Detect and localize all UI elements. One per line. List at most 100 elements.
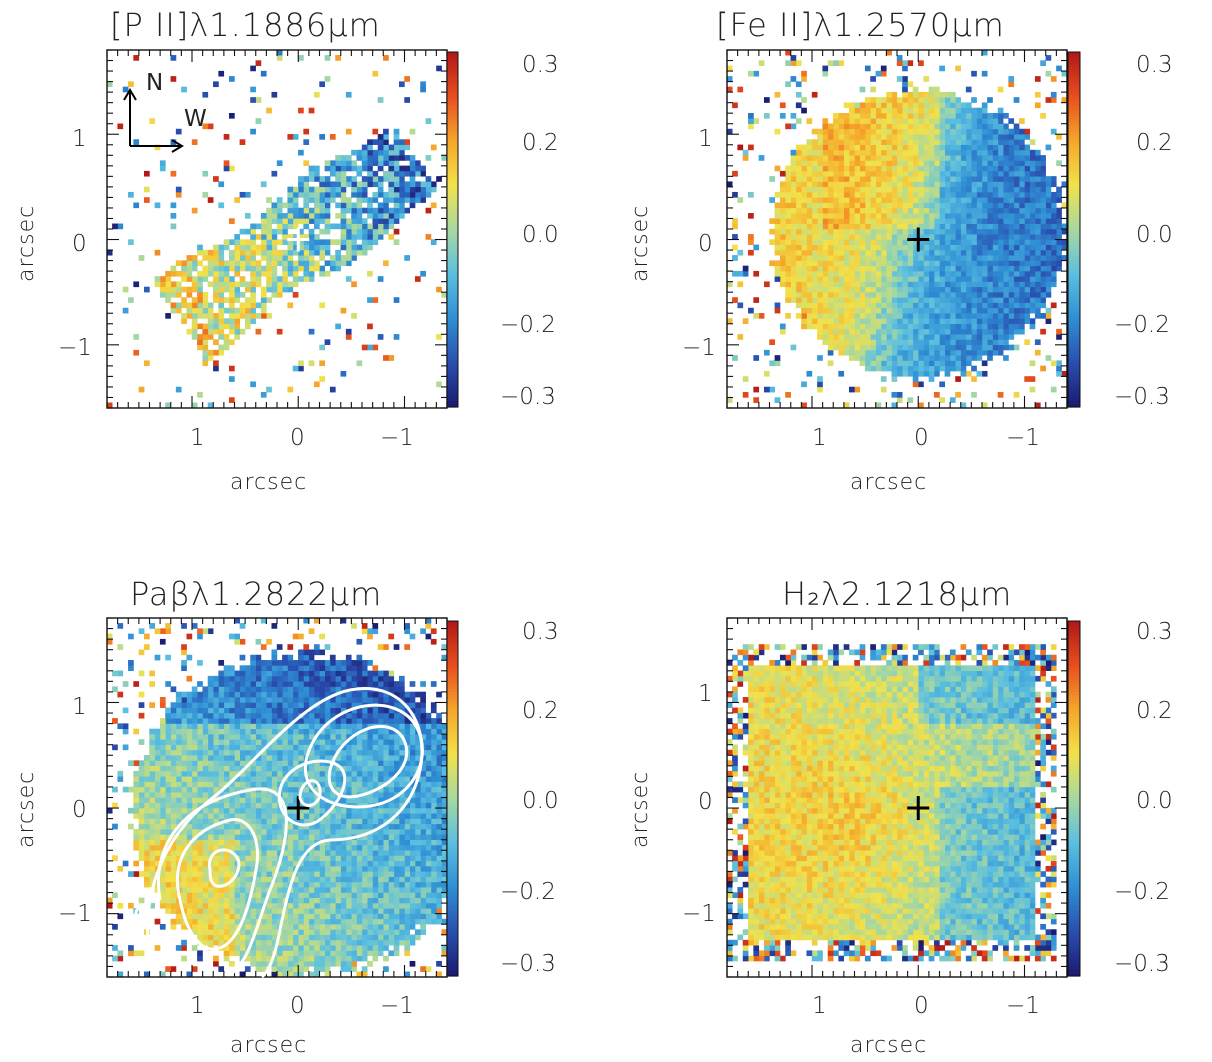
heatmap-cell (864, 160, 871, 167)
heatmap-cell (143, 971, 150, 978)
heatmap-cell (393, 128, 400, 135)
heatmap-cell (340, 860, 347, 867)
heatmap-cell (1029, 302, 1036, 309)
heatmap-cell (292, 850, 299, 856)
heatmap-cell (912, 318, 919, 324)
heatmap-cell (414, 181, 421, 188)
heatmap-cell (266, 276, 272, 282)
heatmap-cell (239, 260, 246, 267)
heatmap-cell (843, 228, 850, 235)
heatmap-cell (276, 966, 283, 972)
heatmap-cell (436, 850, 442, 856)
heatmap-cell (817, 291, 823, 298)
heatmap-cell (918, 128, 924, 135)
heatmap-cell (207, 281, 214, 288)
heatmap-cell (298, 365, 304, 372)
heatmap-cell (351, 313, 357, 319)
heatmap-cell (213, 349, 219, 356)
heatmap-cell (902, 213, 908, 219)
heatmap-cell (939, 123, 946, 130)
heatmap-cell (965, 323, 972, 330)
heatmap-cell (292, 249, 299, 256)
heatmap-cell (864, 223, 871, 230)
heatmap-cell (255, 887, 262, 893)
heatmap-cell (244, 191, 251, 198)
heatmap-cell (886, 186, 892, 193)
heatmap-cell (737, 86, 744, 93)
heatmap-cell (981, 118, 988, 124)
heatmap-cell (425, 828, 432, 835)
heatmap-cell (356, 165, 363, 172)
heatmap-cell (838, 191, 845, 198)
heatmap-cell (303, 244, 310, 251)
heatmap-cell (912, 355, 919, 361)
heatmap-cell (833, 134, 839, 140)
heatmap-cell (1029, 276, 1036, 282)
heatmap-cell (409, 902, 416, 909)
heatmap-cell (329, 165, 336, 172)
heatmap-cell (912, 165, 919, 172)
heatmap-cell (1029, 191, 1036, 198)
heatmap-cell (404, 170, 411, 177)
heatmap-cell (997, 86, 1004, 93)
heatmap-cell (795, 165, 802, 172)
heatmap-cell (1034, 281, 1041, 288)
heatmap-cell (282, 218, 288, 224)
heatmap-cell (319, 908, 326, 914)
heatmap-cell (965, 155, 972, 161)
heatmap-cell (351, 865, 357, 872)
heatmap-cell (880, 313, 887, 319)
heatmap-cell (907, 360, 914, 367)
heatmap-cell (420, 81, 426, 88)
heatmap-cell (785, 255, 791, 261)
heatmap-cell (133, 202, 140, 209)
heatmap-cell (143, 828, 150, 835)
heatmap-cell (907, 255, 914, 261)
heatmap-cell (441, 945, 448, 951)
heatmap-cell (340, 244, 347, 251)
heatmap-cell (1029, 218, 1036, 224)
heatmap-cell (976, 355, 983, 361)
heatmap-cell (827, 360, 834, 367)
heatmap-cell (308, 887, 315, 893)
heatmap-cell (181, 276, 187, 282)
heatmap-cell (367, 945, 373, 951)
heatmap-cell (944, 339, 951, 346)
heatmap-cell (329, 865, 336, 872)
heatmap-cell (806, 181, 813, 188)
heatmap-cell (848, 339, 855, 346)
heatmap-cell (795, 91, 802, 98)
heatmap-cell (414, 865, 421, 872)
heatmap-cell (191, 334, 198, 340)
x-tick: −1 (1006, 425, 1040, 451)
heatmap-cell (1008, 270, 1015, 277)
heatmap-cell (785, 170, 791, 177)
heatmap-cell (303, 234, 310, 240)
heatmap-cell (388, 929, 395, 935)
heatmap-cell (356, 207, 363, 214)
heatmap-cell (1003, 191, 1009, 198)
heatmap-cell (298, 908, 304, 914)
heatmap-cell (854, 102, 861, 109)
heatmap-cell (976, 112, 983, 119)
heatmap-cell (1018, 323, 1025, 330)
heatmap-cell (1013, 218, 1020, 224)
heatmap-cell (859, 176, 866, 182)
heatmap-cell (287, 260, 294, 267)
heatmap-cell (1013, 302, 1020, 309)
heatmap-cell (939, 265, 946, 272)
heatmap-cell (361, 176, 368, 182)
heatmap-cell (997, 276, 1004, 282)
heatmap-cell (276, 950, 283, 957)
heatmap-cell (117, 913, 124, 920)
heatmap-cell (848, 323, 855, 330)
heatmap-cell (944, 170, 951, 177)
heatmap-cell (133, 281, 140, 288)
heatmap-cell (1045, 202, 1052, 209)
heatmap-cell (907, 328, 914, 335)
heatmap-cell (255, 328, 262, 335)
heatmap-cell (918, 102, 924, 109)
heatmap-cell (1013, 313, 1020, 319)
heatmap-cell (854, 160, 861, 167)
heatmap-cell (202, 918, 209, 925)
